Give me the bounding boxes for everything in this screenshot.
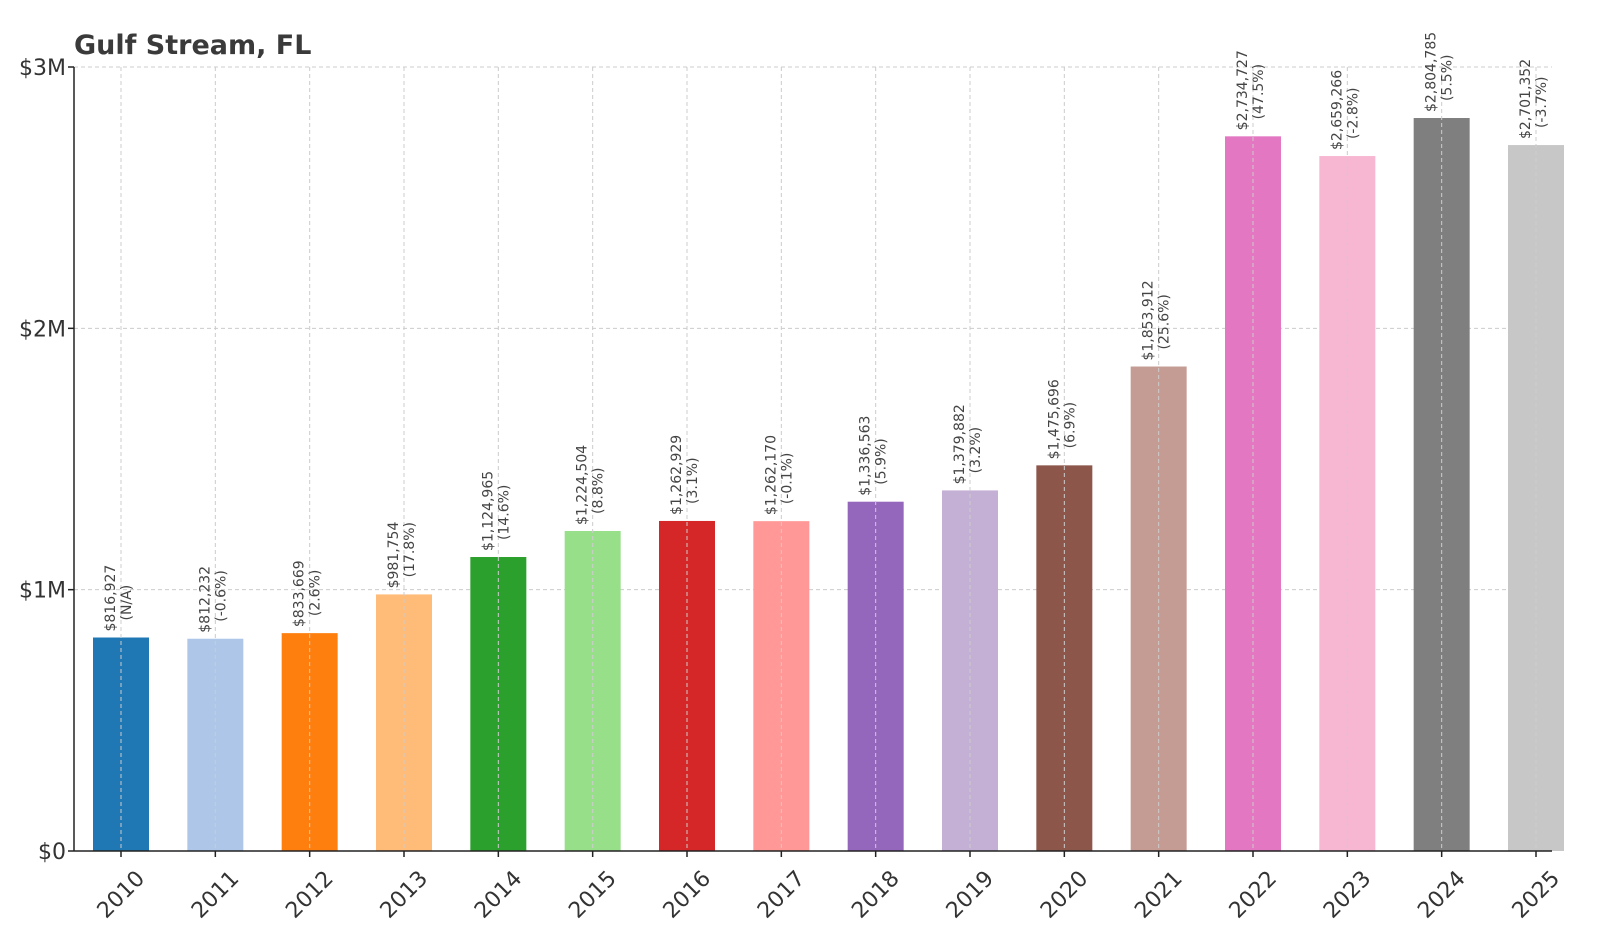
x-tick-label: 2025 bbox=[1508, 866, 1565, 923]
value-label: $981,754 bbox=[386, 522, 402, 589]
value-label: $816,927 bbox=[103, 565, 119, 632]
change-label: (47.5%) bbox=[1251, 64, 1267, 119]
change-label: (17.8%) bbox=[402, 522, 418, 577]
value-label: $2,734,727 bbox=[1235, 50, 1251, 130]
x-tick-label: 2022 bbox=[1225, 866, 1282, 923]
change-label: (-3.7%) bbox=[1534, 76, 1550, 128]
change-label: (N/A) bbox=[119, 585, 135, 621]
value-label: $833,669 bbox=[292, 560, 308, 627]
bar bbox=[93, 637, 149, 851]
change-label: (6.9%) bbox=[1062, 402, 1078, 449]
axes-layer bbox=[68, 66, 1552, 857]
x-tick-label: 2017 bbox=[753, 866, 810, 923]
value-label: $1,124,965 bbox=[480, 471, 496, 551]
change-label: (3.1%) bbox=[685, 457, 701, 504]
value-label: $1,379,882 bbox=[952, 404, 968, 484]
change-label: (8.8%) bbox=[591, 467, 607, 514]
change-label: (-0.1%) bbox=[779, 453, 795, 505]
x-tick-label: 2015 bbox=[564, 866, 621, 923]
x-tick-label: 2021 bbox=[1130, 866, 1187, 923]
y-tick-label: $3M bbox=[19, 56, 66, 81]
change-label: (3.2%) bbox=[968, 427, 984, 474]
change-label: (-2.8%) bbox=[1345, 87, 1361, 139]
x-tick-label: 2018 bbox=[847, 866, 904, 923]
bars-layer bbox=[93, 118, 1564, 852]
change-label: (2.6%) bbox=[308, 570, 324, 617]
bar bbox=[187, 638, 244, 851]
x-tick-label: 2011 bbox=[187, 866, 244, 923]
value-label: $1,262,170 bbox=[763, 435, 779, 515]
change-label: (25.6%) bbox=[1157, 294, 1173, 349]
value-label: $1,475,696 bbox=[1046, 379, 1062, 459]
change-label: (5.9%) bbox=[874, 438, 890, 485]
value-label: $1,336,563 bbox=[858, 416, 874, 496]
y-tick-label: $0 bbox=[38, 840, 66, 865]
value-label: $1,853,912 bbox=[1141, 280, 1157, 360]
x-tick-label: 2010 bbox=[93, 866, 150, 923]
x-tick-label: 2023 bbox=[1319, 866, 1376, 923]
y-tick-label: $1M bbox=[19, 579, 66, 604]
x-tick-label: 2024 bbox=[1413, 866, 1470, 923]
grid-layer bbox=[74, 66, 1552, 591]
chart-title: Gulf Stream, FL bbox=[74, 30, 311, 61]
x-tick-label: 2019 bbox=[942, 866, 999, 923]
x-tick-label: 2014 bbox=[470, 866, 527, 923]
bar bbox=[1225, 136, 1281, 851]
value-label: $1,224,504 bbox=[575, 445, 591, 525]
change-label: (5.5%) bbox=[1440, 55, 1456, 102]
value-label: $2,804,785 bbox=[1424, 32, 1440, 112]
x-tick-label: 2016 bbox=[659, 866, 716, 923]
x-tick-label: 2020 bbox=[1036, 866, 1093, 923]
value-label: $812,232 bbox=[197, 566, 213, 633]
x-tick-label: 2012 bbox=[281, 866, 338, 923]
x-tick-label: 2013 bbox=[376, 866, 433, 923]
y-tick-label: $2M bbox=[19, 317, 66, 342]
value-label: $1,262,929 bbox=[669, 435, 685, 515]
value-label: $2,701,352 bbox=[1518, 59, 1534, 139]
change-label: (14.6%) bbox=[496, 485, 512, 540]
change-label: (-0.6%) bbox=[213, 570, 229, 622]
value-label: $2,659,266 bbox=[1329, 70, 1345, 150]
